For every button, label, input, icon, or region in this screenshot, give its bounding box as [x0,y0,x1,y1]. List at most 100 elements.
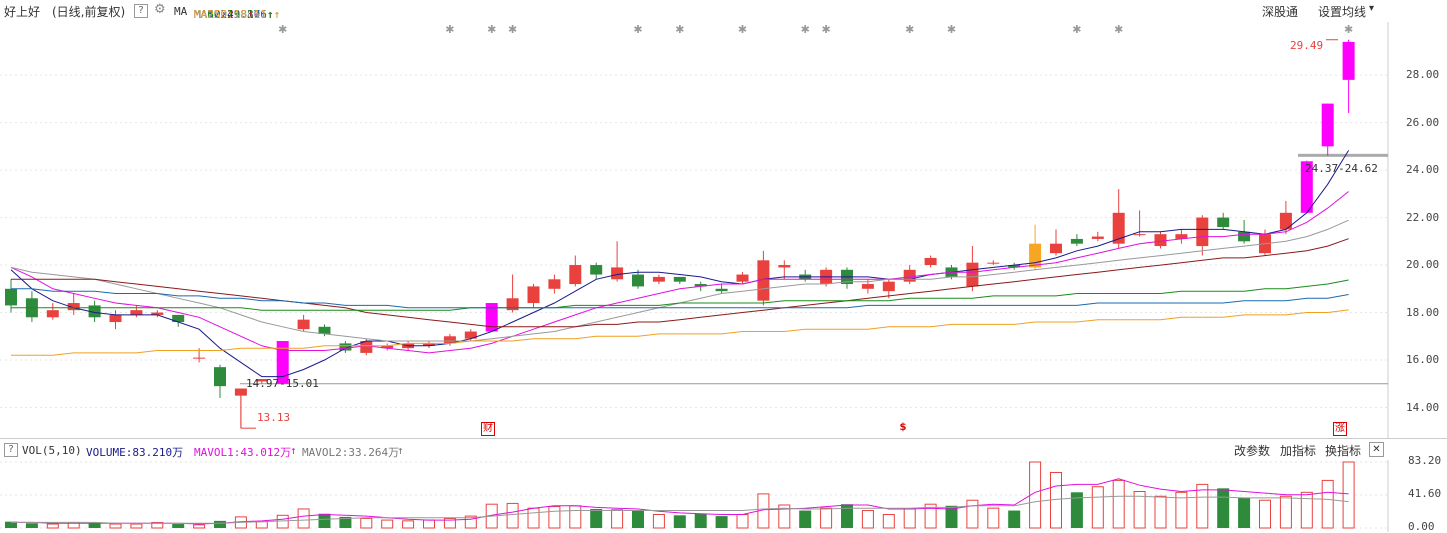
volume-bar [799,510,812,528]
candle-body [234,388,247,396]
volume-bar [255,521,268,529]
volume-bar [715,516,728,528]
limit-up-icon[interactable]: 涨 [1333,422,1347,436]
volume-bar [1112,479,1125,529]
price-tick: 18.00 [1406,305,1440,319]
candle-body [67,303,80,311]
volume-header: ? VOL(5,10) VOLUME:83.210万 MAVOL1:43.012… [0,440,1447,460]
event-marker: ✱ [738,23,747,36]
mavol2-line [11,495,1349,524]
indicator-header: 好上好 (日线,前复权) ? ⚙ MA MA5:24.83 ↑ MA10:23.1… [0,0,1447,22]
help-icon[interactable]: ? [134,4,148,18]
volume-bar [611,509,624,529]
volume-bar [632,510,644,528]
volume-bar [443,517,456,529]
vol-label: VOL(5,10) [22,444,82,457]
candle-body [715,288,728,292]
ma-item: MA20:21.89 ↑ [194,8,274,21]
close-icon[interactable]: ✕ [1369,442,1384,457]
volume-bar [172,524,185,528]
candle-body [527,286,540,304]
candle-body [485,303,498,332]
ma10-line [10,191,1349,354]
volume-bar [1321,479,1334,529]
volume-bar [339,516,352,528]
candle-body [736,274,749,282]
ma60-line [11,279,1349,311]
volume-bar [151,521,164,529]
event-marker: ✱ [905,23,914,36]
volume-bar [88,523,101,528]
volume-bar [673,515,686,528]
event-marker: ✱ [821,23,830,36]
price-tick: 22.00 [1406,210,1440,224]
volume-bar [778,504,791,529]
volume-bar [569,505,582,529]
event-marker: ✱ [445,23,454,36]
volume-bar [130,523,143,529]
panel-divider [0,438,1447,439]
candle-body [46,310,59,318]
volume-bar [214,520,226,528]
candle-body [882,281,895,292]
volume-bar [1300,491,1313,529]
candle-body [1196,217,1209,247]
ma-label: MA [174,5,188,18]
volume-bar [1175,491,1188,529]
volume-bar [381,519,394,529]
volume-bar [423,519,435,529]
candle-body [903,269,916,282]
volume-bar [1342,461,1355,529]
ma-item: MA250:18.11 ↑ [194,8,281,21]
volume-bar [966,499,979,529]
ma30-line [11,238,1349,328]
financial-report-icon[interactable]: 财 [481,422,495,436]
volume-bar [694,513,707,528]
volume-bar [652,514,665,529]
candle-body [1112,212,1125,244]
chevron-down-icon[interactable]: ▾ [1369,3,1375,14]
ma-item: MA10:23.10 ↑ [194,8,274,21]
change-param-button[interactable]: 改参数 [1234,444,1271,458]
volume-bar [1196,483,1209,529]
volume-bar [736,514,749,529]
ma-item: MA30:21.11 ↑ [194,8,274,21]
volume-bar [1133,491,1146,529]
price-tick: 26.00 [1406,115,1440,129]
volume-bar [1070,492,1083,528]
volume-tick: 41.60 [1408,487,1442,500]
candle-body [276,341,289,384]
event-marker: ✱ [633,23,642,36]
help-icon[interactable]: ? [4,443,18,457]
price-tick: 16.00 [1406,353,1440,367]
candle-body [987,262,1000,264]
volume-bar [1238,497,1251,528]
price-tick: 14.00 [1406,400,1440,414]
switch-indicator-button[interactable]: 换指标 [1325,444,1362,458]
event-marker: ✱ [278,23,287,36]
ma-item: MA120:18.76 ↑ [194,8,281,21]
dividend-icon[interactable]: $ [897,422,909,434]
candle-body [255,379,268,382]
ma-item: MA5:24.83 ↑ [194,8,267,21]
gear-icon[interactable]: ⚙ [154,2,166,17]
candle-body [5,288,17,306]
volume-bar [590,508,603,528]
candle-body [214,367,226,387]
candle-body [297,319,310,330]
volume-bar [527,507,540,529]
candle-body [443,336,456,344]
volume-bar [5,521,17,528]
volume-bar [402,520,415,529]
ma250-line [11,309,1349,356]
event-marker: ✱ [487,23,496,36]
add-indicator-button[interactable]: 加指标 [1280,444,1317,458]
candle-body [506,298,519,311]
candle-body [1154,234,1167,247]
set-ma-button[interactable]: 设置均线 [1318,5,1367,19]
mavol2-value: MAVOL2:33.264万 [302,446,400,459]
stock-name: 好上好 [4,5,41,19]
volume-tick: 0.00 [1408,520,1435,533]
shenzhen-connect-button[interactable]: 深股通 [1262,5,1299,19]
